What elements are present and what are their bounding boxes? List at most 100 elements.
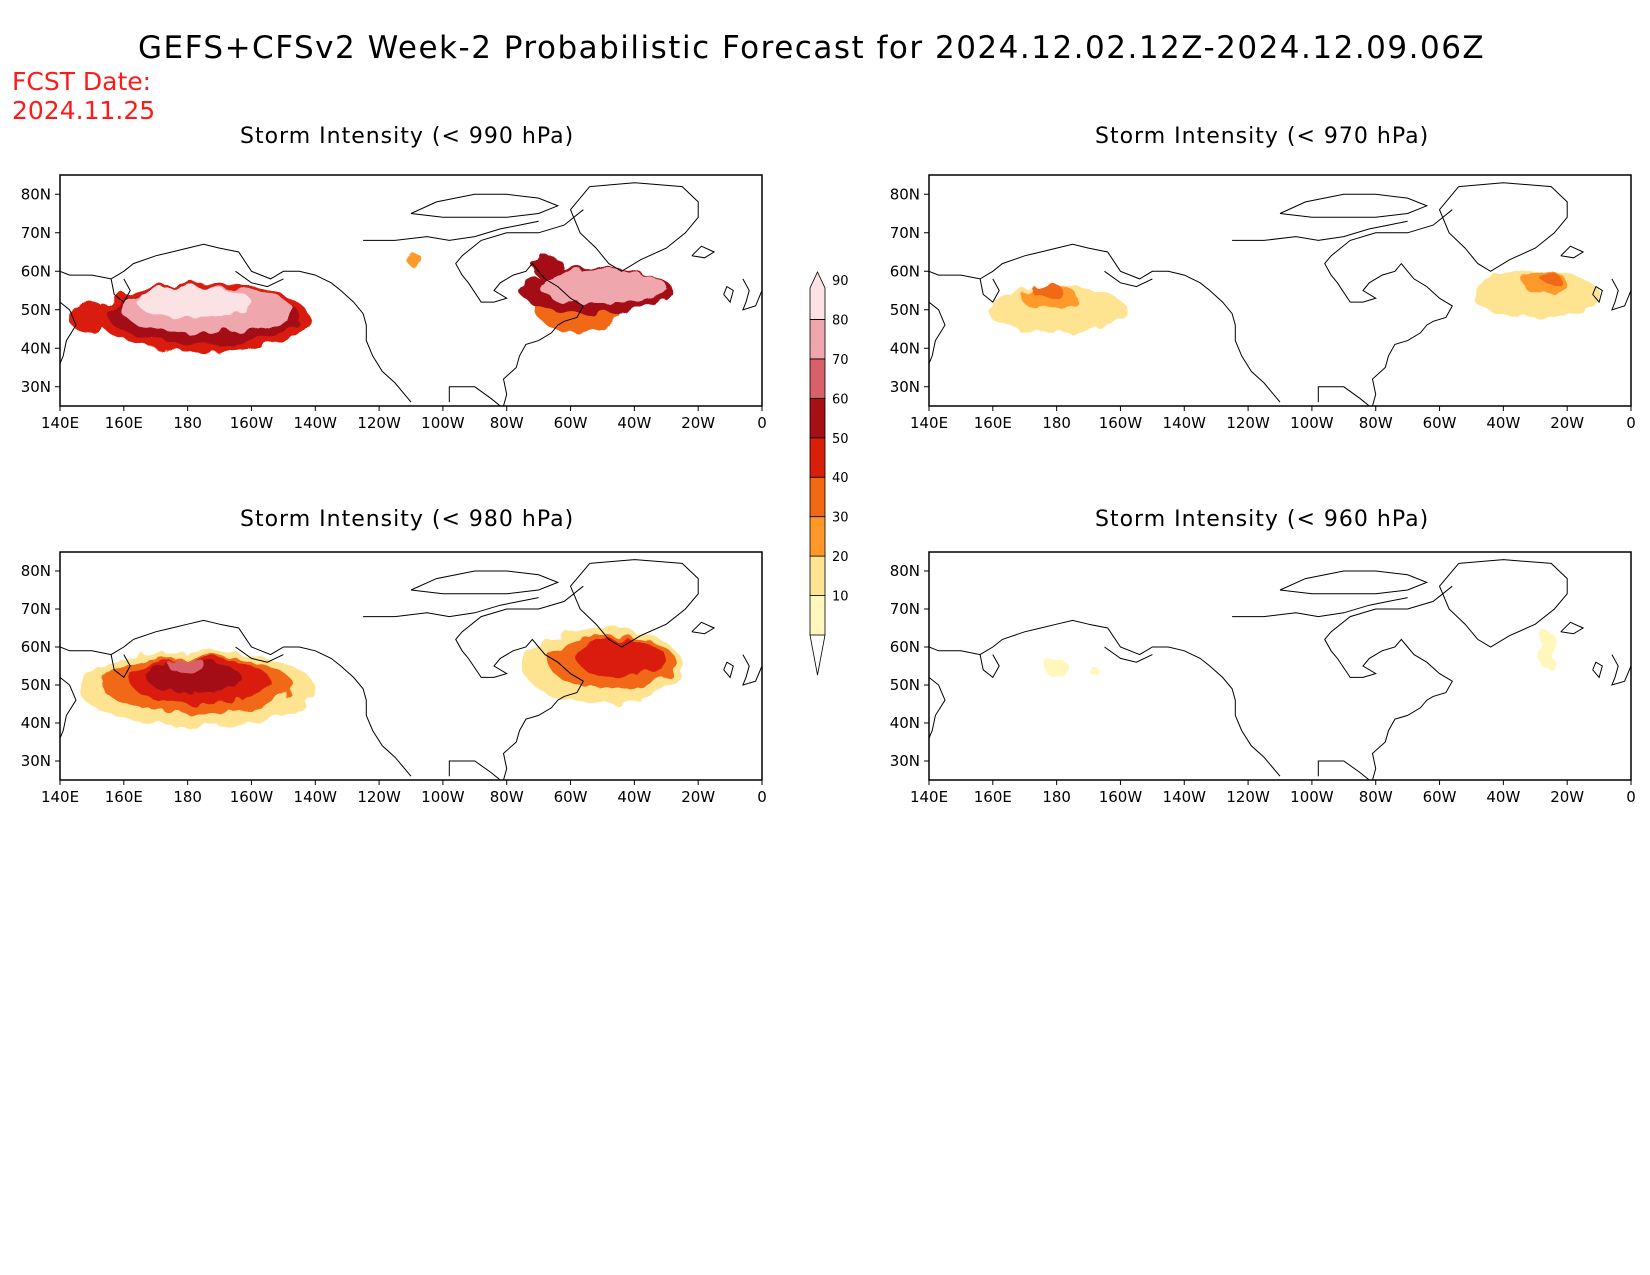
- coastline-segment: [929, 619, 1089, 656]
- coastline-segment: [219, 623, 412, 777]
- fcst-date-value: 2024.11.25: [12, 96, 156, 125]
- coastline-segment: [219, 247, 412, 403]
- coastline-segment: [929, 301, 946, 364]
- colorbar-label: 90: [832, 274, 849, 289]
- coastline-segment: [929, 677, 946, 739]
- colorbar-label: 20: [832, 550, 849, 565]
- p990-field: [69, 252, 673, 353]
- colorbar-label: 30: [832, 511, 849, 526]
- coastline-segment: [1438, 559, 1568, 648]
- lat-tick-label: 30N: [21, 378, 51, 396]
- main-title: GEFS+CFSv2 Week-2 Probabilistic Forecast…: [138, 30, 1486, 66]
- lon-tick-label: 160E: [105, 788, 143, 806]
- lon-tick-label: 0: [757, 414, 767, 432]
- fcst-date-label: FCST Date:: [12, 67, 152, 96]
- lon-tick-label: 160E: [974, 788, 1012, 806]
- coastline-segment: [1279, 570, 1429, 595]
- probability-area: [69, 302, 108, 333]
- lon-tick-label: 100W: [421, 414, 465, 432]
- lon-tick-label: 60W: [1423, 414, 1457, 432]
- colorbar-segment: [809, 358, 826, 399]
- colorbar-label: 40: [832, 471, 849, 486]
- lat-tick-label: 30N: [21, 752, 51, 770]
- lat-tick-label: 30N: [890, 378, 920, 396]
- coastline-segment: [1592, 285, 1603, 304]
- colorbar-segment: [809, 271, 826, 320]
- lon-tick-label: 80W: [1359, 788, 1393, 806]
- colorbar-label: 60: [832, 392, 849, 407]
- lat-tick-label: 80N: [21, 185, 51, 203]
- lon-tick-label: 180: [173, 414, 202, 432]
- lon-tick-label: 160W: [1099, 788, 1143, 806]
- coastline-segment: [60, 619, 220, 656]
- coastline-segment: [1317, 760, 1370, 780]
- coastline-segment: [60, 243, 220, 280]
- lon-tick-label: 100W: [1290, 414, 1334, 432]
- coastline-segment: [235, 270, 284, 288]
- colorbar-segment: [809, 476, 826, 518]
- coastline-segment: [1088, 623, 1281, 777]
- p960-field: [1043, 631, 1558, 676]
- lon-tick-label: 140W: [1163, 788, 1207, 806]
- lat-tick-label: 60N: [21, 262, 51, 280]
- lon-tick-label: 0: [757, 788, 767, 806]
- panel-title-990: Storm Intensity (< 990 hPa): [240, 124, 575, 149]
- probability-area: [1538, 631, 1558, 670]
- colorbar-label: 70: [832, 353, 849, 368]
- probability-area: [1090, 667, 1100, 676]
- lon-tick-label: 20W: [681, 414, 715, 432]
- probability-area: [1541, 273, 1561, 285]
- colorbar-label: 50: [832, 432, 849, 447]
- probability-area: [407, 252, 421, 268]
- lat-tick-label: 50N: [890, 676, 920, 694]
- lon-tick-label: 60W: [554, 414, 588, 432]
- lon-tick-label: 20W: [1550, 414, 1584, 432]
- coastline: [60, 559, 762, 780]
- lon-tick-label: 140W: [1163, 414, 1207, 432]
- lat-tick-label: 60N: [890, 638, 920, 656]
- lat-tick-label: 40N: [890, 339, 920, 357]
- coastline-segment: [1317, 386, 1370, 406]
- lat-tick-label: 80N: [21, 562, 51, 580]
- lon-tick-label: 160W: [1099, 414, 1143, 432]
- coastline-segment: [723, 285, 734, 304]
- coastline: [60, 182, 762, 406]
- probability-area: [538, 269, 667, 304]
- colorbar: 10 20 30 40 50 60 70 80 90: [809, 271, 849, 676]
- lon-tick-label: 180: [1042, 414, 1071, 432]
- colorbar-segment: [809, 319, 826, 360]
- lat-tick-label: 80N: [890, 562, 920, 580]
- colorbar-segment: [809, 437, 826, 478]
- coastline-segment: [1104, 646, 1153, 663]
- coastline-segment: [363, 220, 539, 241]
- lon-tick-label: 140E: [910, 788, 948, 806]
- lon-tick-label: 140W: [294, 414, 338, 432]
- coastline-segment: [235, 646, 284, 663]
- colorbar-segment: [809, 595, 826, 636]
- coastline-segment: [569, 182, 699, 272]
- probability-area: [136, 286, 252, 318]
- probability-area: [146, 662, 242, 693]
- coastline-segment: [929, 243, 1089, 280]
- coastline-segment: [691, 621, 716, 635]
- lon-tick-label: 60W: [554, 788, 588, 806]
- lon-tick-label: 120W: [357, 788, 401, 806]
- coastline-segment: [742, 654, 762, 686]
- probability-area: [1031, 283, 1064, 298]
- lon-tick-label: 160E: [974, 414, 1012, 432]
- coastline-segment: [1232, 597, 1408, 618]
- coastline-segment: [1560, 245, 1585, 259]
- lat-tick-label: 60N: [21, 638, 51, 656]
- coastline-segment: [60, 677, 77, 739]
- lon-tick-label: 140W: [294, 788, 338, 806]
- coastline-segment: [1611, 278, 1631, 311]
- lon-tick-label: 100W: [421, 788, 465, 806]
- colorbar-segment: [809, 397, 826, 439]
- coastline-segment: [1324, 209, 1453, 406]
- coastline-segment: [1279, 193, 1429, 218]
- coastline-segment: [110, 278, 131, 303]
- panel-title-980: Storm Intensity (< 980 hPa): [240, 507, 575, 532]
- lon-tick-label: 120W: [1226, 788, 1270, 806]
- lon-tick-label: 20W: [681, 788, 715, 806]
